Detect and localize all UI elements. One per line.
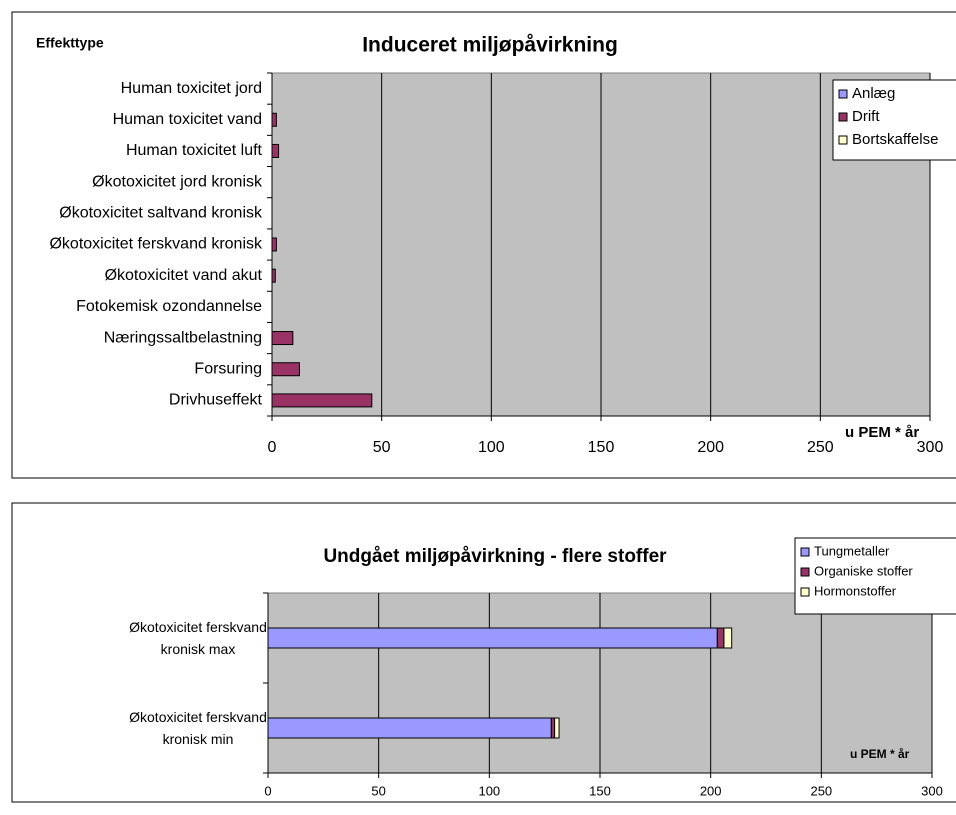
x-tick-label: 150: [589, 783, 611, 798]
legend-swatch: [800, 587, 810, 597]
x-tick-label: 50: [371, 783, 385, 798]
legend-label: Tungmetaller: [814, 543, 890, 558]
legend-label: Drift: [852, 108, 880, 125]
bar: [271, 362, 300, 377]
bar: [271, 112, 277, 127]
x-tick-label: 50: [373, 439, 391, 456]
legend-swatch: [838, 112, 848, 122]
y-tick-label: Økotoxicitet jord kronisk: [92, 173, 263, 190]
annotation: u PEM * år: [850, 747, 910, 761]
y-tick-label: Forsuring: [194, 360, 262, 377]
y-tick-label: Drivhuseffekt: [169, 392, 263, 409]
x-tick-label: 300: [921, 783, 943, 798]
y-tick-label: Fotokemisk ozondannelse: [76, 298, 262, 315]
bar: [554, 717, 560, 739]
y-tick-label: Økotoxicitet ferskvand kronisk min: [129, 709, 267, 747]
y-tick-label: Human toxicitet jord: [121, 80, 262, 97]
legend: [794, 537, 956, 615]
x-tick-label: 200: [697, 439, 724, 456]
chart-title: Induceret miljøpåvirkning: [362, 34, 618, 57]
legend-swatch: [838, 135, 848, 145]
x-tick-label: 100: [478, 439, 505, 456]
bar: [271, 331, 294, 346]
bar: [271, 143, 280, 158]
legend-swatch: [800, 567, 810, 577]
legend-label: Hormonstoffer: [814, 583, 897, 598]
y-tick-label: Human toxicitet luft: [126, 142, 263, 159]
y-tick-label: Økotoxicitet ferskvand kronisk: [49, 236, 263, 253]
x-tick-label: 100: [478, 783, 500, 798]
x-tick-label: 300: [917, 439, 944, 456]
x-tick-label: 150: [588, 439, 615, 456]
legend-label: Anlæg: [852, 85, 895, 102]
legend-swatch: [800, 547, 810, 557]
x-tick-label: 250: [807, 439, 834, 456]
chart-title: Undgået miljøpåvirkning - flere stoffer: [323, 546, 667, 567]
y-tick-label: Økotoxicitet saltvand kronisk: [59, 205, 263, 222]
x-tick-label: 250: [810, 783, 832, 798]
bar: [267, 717, 552, 739]
bar: [271, 237, 277, 252]
legend: [832, 79, 956, 161]
legend-label: Organiske stoffer: [814, 563, 913, 578]
bar: [723, 627, 733, 649]
y-tick-label: Økotoxicitet ferskvand kronisk max: [129, 619, 267, 657]
x-tick-label: 200: [700, 783, 722, 798]
axis-label: Effekttype: [36, 35, 104, 51]
x-tick-label: 0: [268, 439, 277, 456]
bar: [716, 627, 725, 649]
x-tick-label: 0: [264, 783, 271, 798]
y-tick-label: Næringssaltbelastning: [104, 329, 262, 346]
annotation: u PEM * år: [845, 424, 919, 441]
y-tick-label: Økotoxicitet vand akut: [105, 267, 263, 284]
y-tick-label: Human toxicitet vand: [113, 111, 262, 128]
legend-label: Bortskaffelse: [852, 131, 938, 148]
bar: [271, 393, 373, 408]
bar: [271, 268, 276, 283]
legend-swatch: [838, 89, 848, 99]
bar: [267, 627, 718, 649]
